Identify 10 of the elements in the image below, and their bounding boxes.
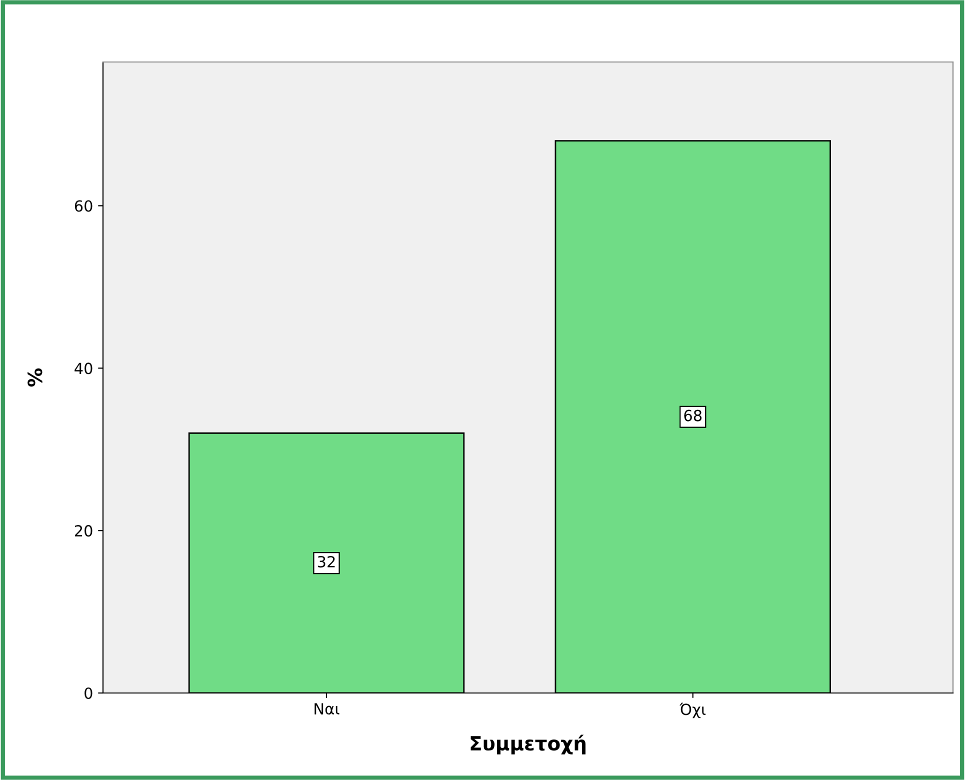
x-tick-label: Ναι bbox=[314, 703, 340, 715]
x-tick-label: Όχι bbox=[680, 702, 706, 718]
data-label: 32 bbox=[318, 556, 335, 568]
data-label: 68 bbox=[684, 410, 702, 422]
y-axis-title: % bbox=[28, 368, 42, 387]
y-tick-label: 20 bbox=[74, 525, 92, 537]
x-axis-title: Συμμετοχή bbox=[470, 734, 586, 754]
y-tick-label: 60 bbox=[74, 200, 92, 212]
y-tick-label: 40 bbox=[74, 362, 92, 374]
y-tick-label: 0 bbox=[84, 687, 92, 700]
